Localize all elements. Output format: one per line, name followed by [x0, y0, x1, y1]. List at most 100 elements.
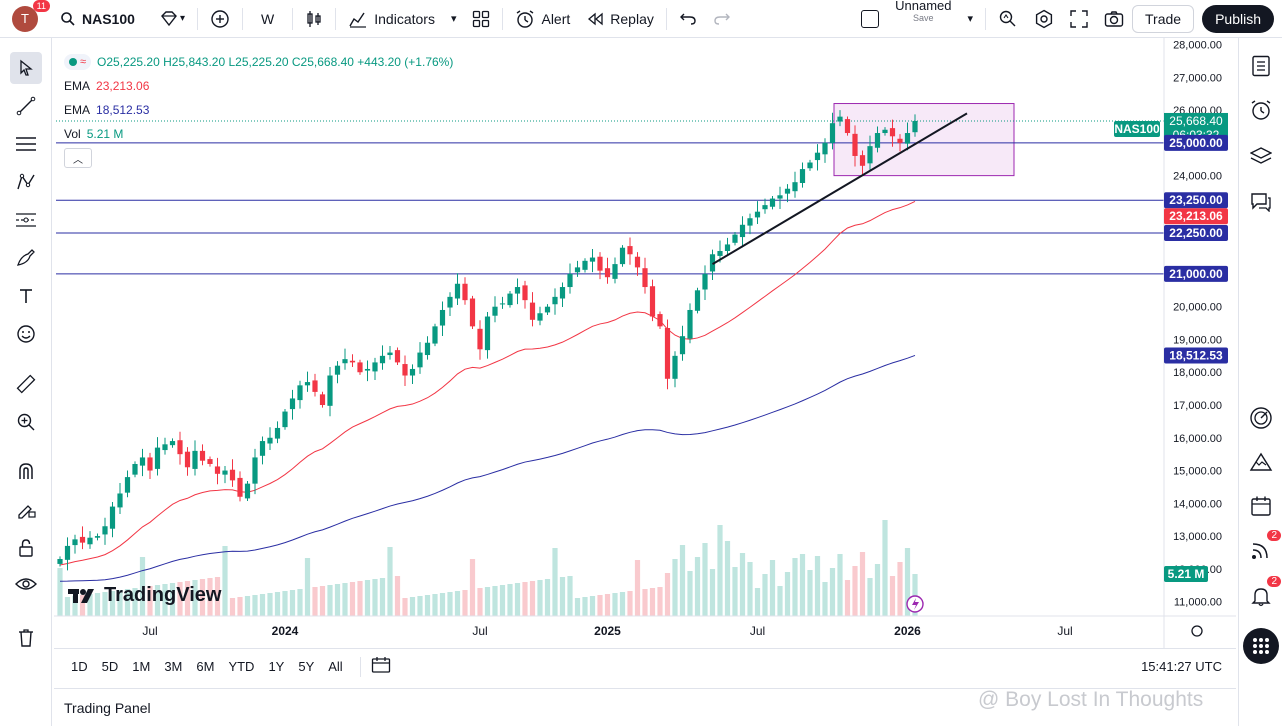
- eye-icon[interactable]: [10, 568, 42, 600]
- forecast-icon[interactable]: [10, 204, 42, 236]
- trend-line[interactable]: [711, 112, 968, 265]
- settings-icon[interactable]: [1026, 0, 1062, 38]
- ruler-icon[interactable]: [10, 368, 42, 400]
- ema-slow-row[interactable]: EMA 18,512.53: [64, 98, 453, 122]
- horizontal-levels[interactable]: [56, 120, 1164, 275]
- target-icon[interactable]: [1245, 402, 1277, 434]
- volume-bar: [679, 545, 686, 616]
- candle-body: [679, 336, 686, 355]
- candle-body: [664, 328, 671, 379]
- price-chart[interactable]: 28,000.0027,000.0026,000.0024,000.0020,0…: [54, 38, 1236, 648]
- quick-search-icon[interactable]: [990, 0, 1026, 38]
- candle-body: [559, 287, 566, 299]
- user-avatar[interactable]: T 11: [12, 0, 50, 32]
- candle-body: [784, 188, 791, 194]
- range-button-all[interactable]: All: [328, 659, 343, 674]
- brush-icon[interactable]: [10, 242, 42, 274]
- date-range-bar: 1D 5D 1M 3M 6M YTD 1Y 5Y All 15:41:27 UTC: [54, 648, 1236, 684]
- candle-body: [244, 483, 251, 499]
- layout-checkbox[interactable]: [853, 0, 887, 38]
- clock-time[interactable]: 15:41:27 UTC: [1141, 659, 1222, 674]
- interval-button[interactable]: W: [261, 10, 275, 27]
- range-button-1y[interactable]: 1Y: [268, 659, 285, 674]
- chart-pane[interactable]: 28,000.00 27,000.00 26,000.00 24,000.00 20,0…: [54, 38, 1236, 648]
- chat-icon[interactable]: [1245, 186, 1277, 218]
- volume-bar: [837, 554, 843, 616]
- volume-bar: [237, 597, 243, 616]
- tradingview-logo[interactable]: TradingView: [68, 584, 221, 607]
- zoom-in-icon[interactable]: [10, 406, 42, 438]
- volume-bar: [492, 586, 498, 616]
- redo-icon[interactable]: [705, 0, 739, 38]
- time-axis[interactable]: Jul 2024 Jul 2025 Jul 2026 Jul: [142, 624, 1203, 638]
- y-tick-label: 13,000.00: [1173, 531, 1222, 543]
- pencil-lock-icon[interactable]: [10, 494, 42, 526]
- fullscreen-icon[interactable]: [1062, 0, 1096, 38]
- range-button-5d[interactable]: 5D: [101, 659, 119, 674]
- ema-fast-row[interactable]: EMA 23,213.06: [64, 74, 453, 98]
- cursor-icon[interactable]: [10, 52, 42, 84]
- chevron-down-icon[interactable]: ▾: [967, 13, 974, 25]
- signal-icon[interactable]: 2: [1245, 530, 1281, 566]
- chart-type-icon[interactable]: [297, 0, 331, 38]
- layouts-icon[interactable]: [464, 0, 498, 38]
- alert-button[interactable]: Alert: [507, 0, 578, 38]
- apps-grid-icon[interactable]: [1243, 628, 1279, 664]
- alerts-clock-icon[interactable]: [1245, 94, 1277, 126]
- chevron-down-icon: ▾: [450, 13, 457, 25]
- layout-name[interactable]: Unnamed Save: [887, 0, 959, 38]
- candle-body: [469, 298, 476, 327]
- add-compare-icon[interactable]: [202, 0, 238, 38]
- candle-body: [432, 326, 438, 344]
- watchlist-icon[interactable]: [1245, 50, 1277, 82]
- x-tick-label: Jul: [472, 624, 487, 638]
- range-button-1d[interactable]: 1D: [71, 659, 88, 674]
- range-button-5y[interactable]: 5Y: [298, 659, 315, 674]
- symbol-search[interactable]: NAS100: [52, 0, 152, 38]
- trendline-segment: [711, 112, 968, 265]
- bell-icon[interactable]: 2: [1245, 576, 1281, 612]
- last-price-label: 25,668.40: [1169, 114, 1223, 128]
- ema-slow-tag: 18,512.53: [1169, 348, 1223, 362]
- volume-bar: [454, 591, 461, 616]
- y-tick-label: 16,000.00: [1173, 433, 1222, 445]
- tradingview-mark-icon: [68, 588, 94, 603]
- candle-body: [507, 293, 513, 306]
- text-tool-icon[interactable]: [10, 280, 42, 312]
- lock-icon[interactable]: [10, 532, 42, 564]
- volume-bar: [214, 577, 221, 616]
- bell-badge: 2: [1267, 576, 1281, 587]
- volume-bar: [109, 591, 116, 616]
- volume-row[interactable]: Vol 5.21 M: [64, 122, 453, 146]
- calendar-icon[interactable]: [1245, 490, 1277, 522]
- emoji-icon[interactable]: [10, 318, 42, 350]
- volume-bar: [327, 585, 333, 616]
- mountain-icon[interactable]: [1245, 446, 1277, 478]
- trading-panel-tab[interactable]: Trading Panel: [54, 688, 1236, 726]
- collapse-legend-button[interactable]: ︿: [64, 148, 92, 168]
- range-button-6m[interactable]: 6M: [196, 659, 215, 674]
- magnet-icon[interactable]: [10, 456, 42, 488]
- layers-icon[interactable]: [1245, 140, 1277, 172]
- candle-body: [237, 477, 243, 497]
- range-button-1m[interactable]: 1M: [132, 659, 151, 674]
- volume-bar: [829, 568, 836, 616]
- goto-date-icon[interactable]: [371, 656, 391, 677]
- trash-icon[interactable]: [10, 622, 42, 654]
- range-button-ytd[interactable]: YTD: [228, 659, 255, 674]
- publish-button[interactable]: Publish: [1202, 4, 1274, 33]
- ema-fast-value: 23,213.06: [96, 79, 150, 93]
- trend-line-icon[interactable]: [10, 90, 42, 122]
- volume-bar: [477, 588, 483, 616]
- camera-icon[interactable]: [1096, 0, 1132, 38]
- undo-icon[interactable]: [671, 0, 705, 38]
- trade-button[interactable]: Trade: [1132, 4, 1195, 33]
- replay-button[interactable]: Replay: [578, 0, 662, 38]
- range-button-3m[interactable]: 3M: [164, 659, 183, 674]
- indicators-button[interactable]: Indicators ▾: [340, 0, 464, 38]
- diamond-icon[interactable]: ▾: [152, 0, 193, 38]
- symbol-status-pill[interactable]: ≈: [64, 54, 92, 70]
- candle-body: [732, 234, 738, 243]
- horizontal-lines-icon[interactable]: [10, 128, 42, 160]
- pattern-icon[interactable]: [10, 166, 42, 198]
